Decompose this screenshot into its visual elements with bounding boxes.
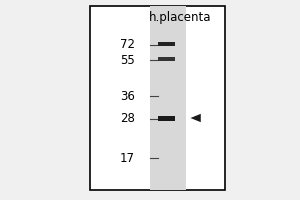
Polygon shape (190, 114, 201, 122)
Bar (150, 6, 186, 190)
Text: 72: 72 (120, 38, 135, 51)
Bar (158, 57, 175, 61)
Text: 36: 36 (120, 90, 135, 102)
Bar (90, 6, 225, 190)
Text: 28: 28 (120, 112, 135, 126)
Text: 17: 17 (120, 152, 135, 164)
Bar (158, 42, 175, 46)
Text: 55: 55 (120, 53, 135, 66)
Bar (158, 116, 175, 120)
Text: h.placenta: h.placenta (149, 11, 211, 24)
